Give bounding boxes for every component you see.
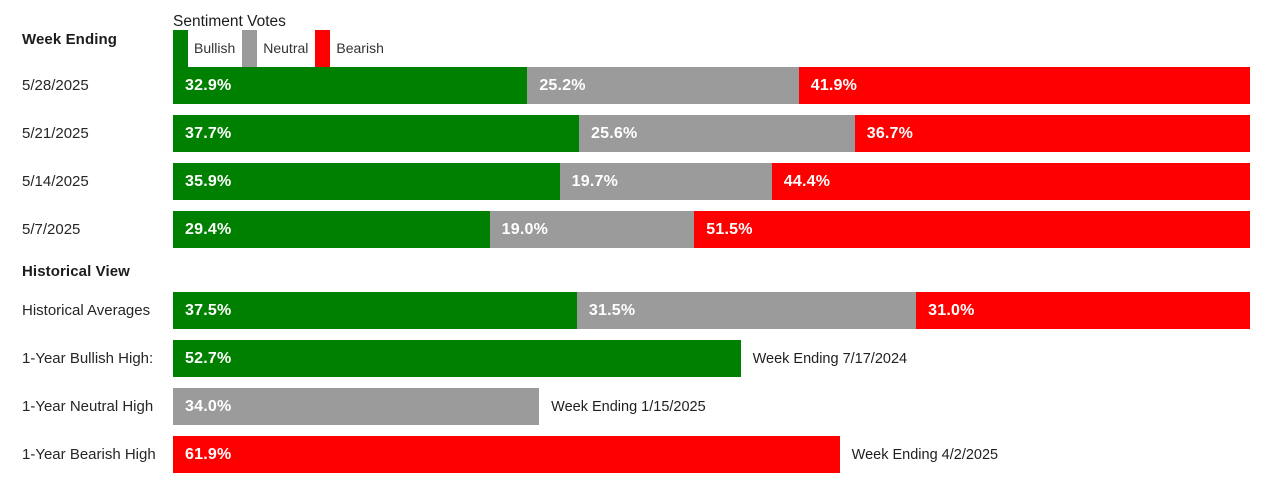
segment-value: 31.5% xyxy=(588,301,636,319)
chart-header: Week Ending Sentiment Votes Bullish Neut… xyxy=(22,13,1250,67)
bar-segment-bullish: 35.9% xyxy=(173,163,560,200)
legend: Bullish Neutral Bearish xyxy=(173,29,1250,67)
week-ending-annotation: Week Ending 4/2/2025 xyxy=(851,446,999,463)
single-bar: 52.7% Week Ending 7/17/2024 xyxy=(173,340,1250,377)
segment-value: 31.0% xyxy=(928,301,975,319)
bar-segment-neutral: 19.0% xyxy=(489,211,695,248)
segment-value: 25.2% xyxy=(539,76,586,94)
one-year-bullish-high-row: 1-Year Bullish High: 52.7% Week Ending 7… xyxy=(22,340,1250,377)
segment-value: 29.4% xyxy=(185,220,232,238)
chart-title: Sentiment Votes xyxy=(173,13,286,30)
segment-value: 34.0% xyxy=(185,397,232,415)
week-date-label: 5/7/2025 xyxy=(22,221,81,238)
week-date-label: 5/28/2025 xyxy=(22,77,89,94)
historical-averages-row: Historical Averages 37.5% 31.5% 31.0% xyxy=(22,292,1250,329)
one-year-neutral-high-label: 1-Year Neutral High xyxy=(22,398,154,415)
bar-segment-neutral: 31.5% xyxy=(576,292,917,329)
historical-view-heading: Historical View xyxy=(22,263,130,280)
segment-value: 25.6% xyxy=(591,124,638,142)
week-ending-heading: Week Ending xyxy=(22,31,118,48)
legend-item-bullish: Bullish xyxy=(173,29,236,67)
segment-value: 35.9% xyxy=(185,172,232,190)
legend-item-bearish: Bearish xyxy=(315,29,384,67)
week-date-label: 5/14/2025 xyxy=(22,173,89,190)
legend-item-neutral: Neutral xyxy=(242,29,309,67)
weekly-row-5-14-2025: 5/14/2025 35.9% 19.7% 44.4% xyxy=(22,163,1250,200)
week-ending-annotation: Week Ending 1/15/2025 xyxy=(551,398,706,415)
segment-value: 37.7% xyxy=(185,124,232,142)
weekly-row-5-7-2025: 5/7/2025 29.4% 19.0% 51.5% xyxy=(22,211,1250,248)
legend-swatch-bullish-icon xyxy=(173,29,188,67)
legend-label-bearish: Bearish xyxy=(336,40,384,56)
weekly-row-5-21-2025: 5/21/2025 37.7% 25.6% 36.7% xyxy=(22,115,1250,152)
stacked-bar: 32.9% 25.2% 41.9% xyxy=(173,67,1250,104)
bar-segment-bullish: 37.5% xyxy=(173,292,577,329)
segment-value: 36.7% xyxy=(866,124,914,142)
stacked-bar: 29.4% 19.0% 51.5% xyxy=(173,211,1250,248)
bar-segment-bearish: 41.9% xyxy=(798,67,1250,104)
bar-segment-bearish: 61.9% xyxy=(173,436,840,473)
legend-swatch-bearish-icon xyxy=(315,29,331,67)
bar-segment-bullish: 52.7% xyxy=(173,340,741,377)
bar-segment-neutral: 25.2% xyxy=(527,67,799,104)
bar-segment-bullish: 32.9% xyxy=(173,67,528,104)
bar-segment-neutral: 25.6% xyxy=(579,115,855,152)
legend-label-neutral: Neutral xyxy=(263,40,309,56)
chart-title-block: Sentiment Votes Bullish Neutral Bearish xyxy=(173,13,1250,67)
bar-segment-neutral: 19.7% xyxy=(559,163,772,200)
segment-value: 32.9% xyxy=(185,76,232,94)
one-year-bullish-high-label: 1-Year Bullish High: xyxy=(22,350,154,367)
stacked-bar: 37.5% 31.5% 31.0% xyxy=(173,292,1250,329)
segment-value: 37.5% xyxy=(185,301,232,319)
bar-segment-bearish: 36.7% xyxy=(854,115,1250,152)
segment-value: 19.0% xyxy=(501,220,548,238)
legend-swatch-neutral-icon xyxy=(242,29,258,67)
legend-label-bullish: Bullish xyxy=(194,40,236,56)
week-date-label: 5/21/2025 xyxy=(22,125,89,142)
weekly-row-5-28-2025: 5/28/2025 32.9% 25.2% 41.9% xyxy=(22,67,1250,104)
one-year-neutral-high-row: 1-Year Neutral High 34.0% Week Ending 1/… xyxy=(22,388,1250,425)
segment-value: 44.4% xyxy=(783,172,831,190)
stacked-bar: 37.7% 25.6% 36.7% xyxy=(173,115,1250,152)
bar-segment-bullish: 37.7% xyxy=(173,115,580,152)
week-ending-annotation: Week Ending 7/17/2024 xyxy=(752,350,908,367)
bar-segment-bullish: 29.4% xyxy=(173,211,490,248)
single-bar: 34.0% Week Ending 1/15/2025 xyxy=(173,388,1250,425)
bar-segment-bearish: 31.0% xyxy=(916,292,1250,329)
bar-segment-bearish: 51.5% xyxy=(694,211,1250,248)
single-bar: 61.9% Week Ending 4/2/2025 xyxy=(173,436,1250,473)
segment-value: 51.5% xyxy=(706,220,753,238)
historical-averages-label: Historical Averages xyxy=(22,302,151,319)
segment-value: 61.9% xyxy=(185,445,232,463)
one-year-bearish-high-label: 1-Year Bearish High xyxy=(22,446,156,463)
bar-segment-neutral: 34.0% xyxy=(173,388,540,425)
segment-value: 41.9% xyxy=(810,76,858,94)
stacked-bar: 35.9% 19.7% 44.4% xyxy=(173,163,1250,200)
segment-value: 52.7% xyxy=(185,349,232,367)
one-year-bearish-high-row: 1-Year Bearish High 61.9% Week Ending 4/… xyxy=(22,436,1250,473)
segment-value: 19.7% xyxy=(571,172,619,190)
bar-segment-bearish: 44.4% xyxy=(771,163,1250,200)
